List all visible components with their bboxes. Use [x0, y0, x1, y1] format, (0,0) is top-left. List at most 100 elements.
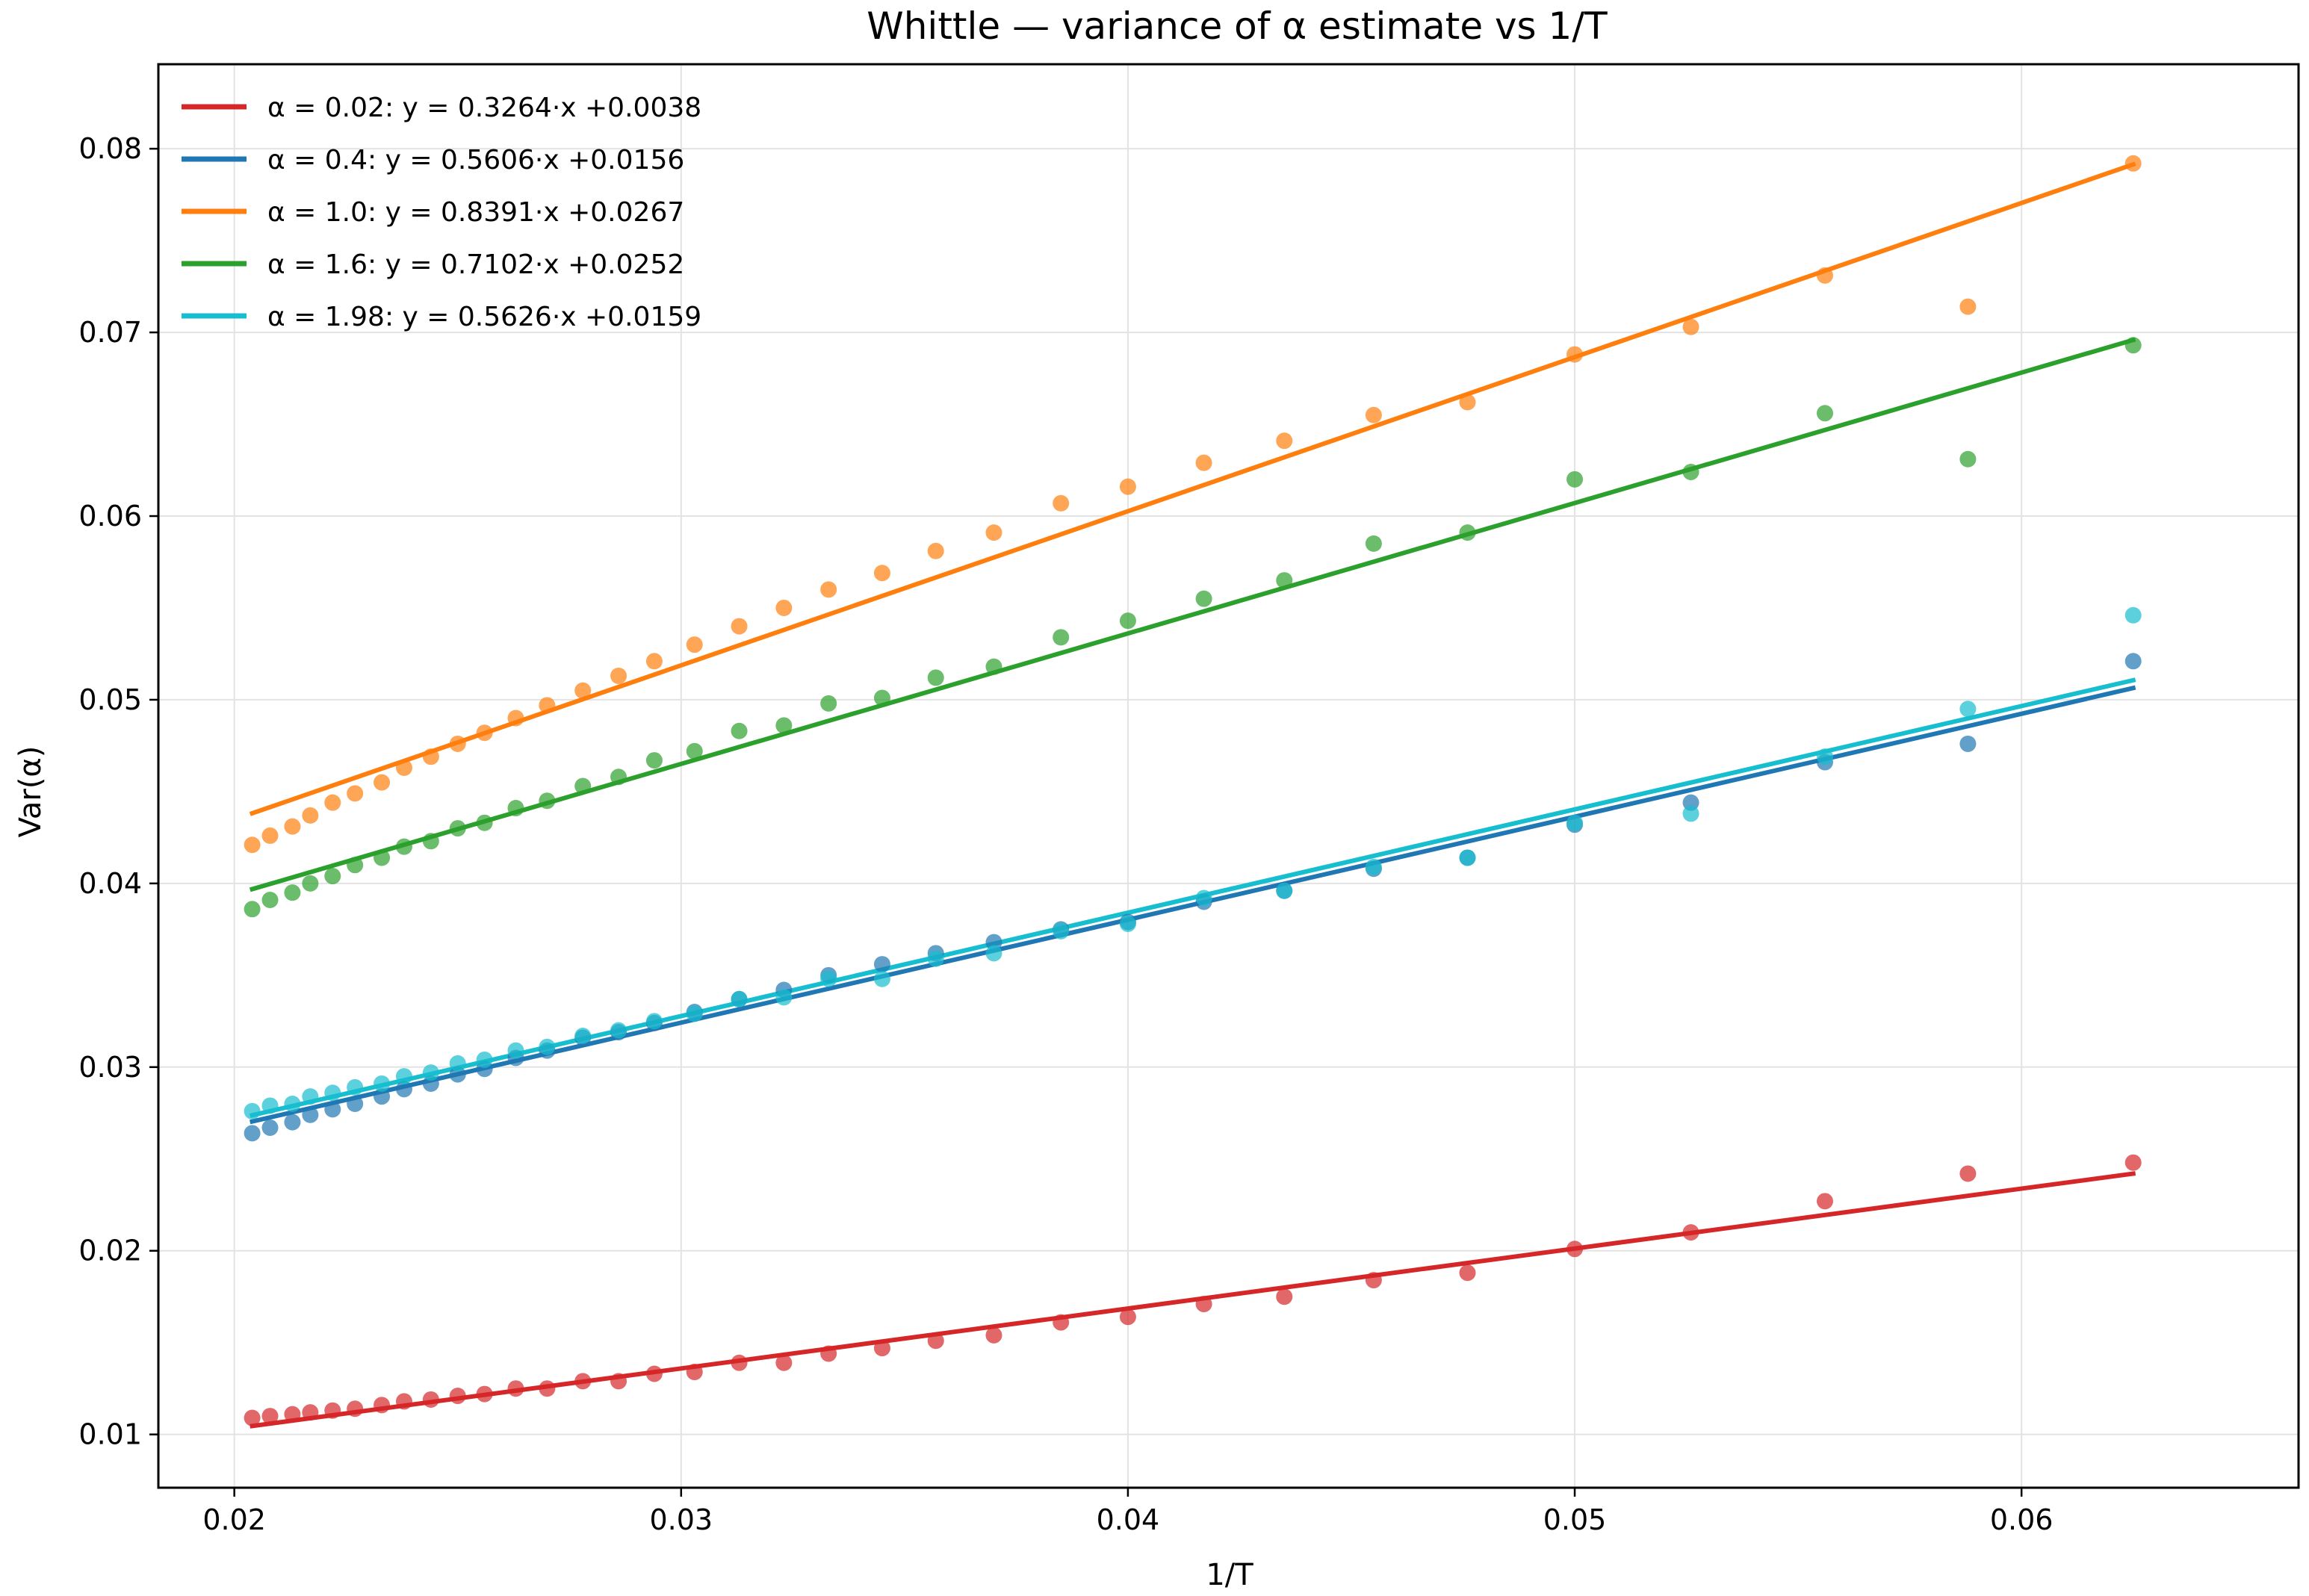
data-point-series-3	[820, 695, 837, 712]
data-point-series-4	[820, 970, 837, 987]
data-point-series-2	[731, 618, 748, 635]
data-point-series-2	[927, 542, 944, 559]
data-point-series-2	[449, 735, 466, 752]
data-point-series-4	[873, 970, 890, 987]
data-point-series-4	[374, 1075, 391, 1092]
data-point-series-4	[1459, 849, 1476, 866]
data-point-series-0	[775, 1354, 793, 1371]
data-point-series-1	[324, 1101, 341, 1118]
data-point-series-4	[1119, 915, 1136, 932]
data-point-series-3	[1195, 590, 1212, 607]
data-point-series-2	[324, 794, 341, 811]
grid	[158, 64, 2299, 1488]
data-point-series-4	[476, 1051, 493, 1068]
data-point-series-3	[1119, 612, 1136, 630]
data-point-series-4	[1682, 805, 1699, 822]
data-point-series-3	[1365, 535, 1382, 552]
data-point-series-0	[302, 1404, 319, 1421]
legend-label-series-0: α = 0.02: y = 0.3264·x +0.0038	[267, 93, 701, 123]
data-point-series-3	[1816, 405, 1833, 422]
data-point-series-1	[302, 1106, 319, 1123]
data-point-series-0	[985, 1326, 1002, 1344]
data-point-series-0	[686, 1364, 703, 1381]
data-point-series-4	[302, 1088, 319, 1105]
data-point-series-1	[395, 1081, 412, 1098]
data-point-series-2	[686, 636, 703, 653]
data-point-series-4	[927, 950, 944, 967]
data-point-series-1	[284, 1114, 301, 1131]
data-point-series-0	[476, 1385, 493, 1403]
data-point-series-0	[820, 1345, 837, 1362]
data-point-series-4	[539, 1038, 556, 1055]
data-point-series-0	[284, 1406, 301, 1423]
data-point-series-4	[1053, 922, 1070, 940]
data-point-series-0	[449, 1388, 466, 1405]
data-point-series-4	[324, 1084, 341, 1102]
y-tick-label: 0.01	[78, 1418, 142, 1451]
data-point-series-3	[422, 833, 439, 850]
data-point-series-3	[302, 875, 319, 892]
data-point-series-2	[574, 682, 592, 699]
data-point-series-3	[244, 901, 261, 918]
y-tick-label: 0.02	[78, 1235, 142, 1267]
data-point-series-2	[645, 653, 663, 670]
y-tick-label: 0.03	[78, 1051, 142, 1084]
data-point-series-4	[261, 1097, 279, 1114]
data-point-series-3	[574, 777, 592, 795]
data-point-series-2	[302, 807, 319, 824]
data-point-series-0	[374, 1397, 391, 1414]
data-point-series-2	[1816, 267, 1833, 284]
y-tick-label: 0.04	[78, 867, 142, 900]
y-tick-label: 0.06	[78, 500, 142, 532]
data-points	[244, 155, 2142, 1426]
y-tick-label: 0.05	[78, 683, 142, 716]
data-point-series-4	[985, 945, 1002, 962]
data-point-series-3	[1682, 463, 1699, 480]
data-point-series-0	[1053, 1314, 1070, 1331]
data-point-series-4	[610, 1022, 627, 1039]
data-point-series-3	[927, 669, 944, 686]
data-point-series-4	[449, 1055, 466, 1072]
data-point-series-0	[261, 1408, 279, 1425]
data-point-series-1	[873, 956, 890, 973]
axis-ticks: 0.02 0.03 0.04 0.05 0.06 0.01 0.02 0.03 0.04 0.05…	[78, 132, 2053, 1536]
data-point-series-3	[645, 752, 663, 769]
data-point-series-4	[1195, 889, 1212, 907]
data-point-series-0	[1959, 1165, 1977, 1182]
data-point-series-3	[731, 722, 748, 739]
plot-frame	[157, 63, 2300, 1489]
data-point-series-2	[261, 827, 279, 844]
x-tick-label: 0.06	[1990, 1503, 2054, 1536]
data-point-series-0	[324, 1402, 341, 1419]
data-point-series-3	[395, 838, 412, 855]
data-point-series-0	[1459, 1264, 1476, 1282]
x-axis-label: 1/T	[1206, 1558, 1253, 1592]
data-point-series-2	[775, 599, 793, 616]
data-point-series-0	[731, 1354, 748, 1371]
legend: α = 0.02: y = 0.3264·x +0.0038 α = 0.4: y…	[182, 93, 701, 332]
data-point-series-3	[1053, 629, 1070, 646]
data-point-series-0	[574, 1373, 592, 1390]
data-point-series-0	[645, 1365, 663, 1382]
data-point-series-4	[2124, 606, 2142, 624]
data-point-series-2	[1566, 346, 1584, 363]
data-point-series-2	[1959, 298, 1977, 315]
data-point-series-0	[422, 1391, 439, 1408]
data-point-series-2	[422, 748, 439, 766]
data-point-series-2	[1276, 432, 1293, 450]
data-point-series-3	[324, 868, 341, 885]
data-point-series-4	[347, 1078, 364, 1096]
x-tick-label: 0.05	[1543, 1503, 1607, 1536]
data-point-series-1	[1959, 735, 1977, 752]
data-point-series-2	[820, 581, 837, 598]
data-point-series-2	[1195, 454, 1212, 471]
data-point-series-4	[1566, 814, 1584, 831]
data-point-series-0	[1119, 1308, 1136, 1326]
data-point-series-3	[449, 820, 466, 837]
data-point-series-3	[507, 800, 524, 817]
data-point-series-0	[1816, 1193, 1833, 1210]
data-point-series-2	[284, 818, 301, 835]
x-tick-label: 0.02	[202, 1503, 266, 1536]
